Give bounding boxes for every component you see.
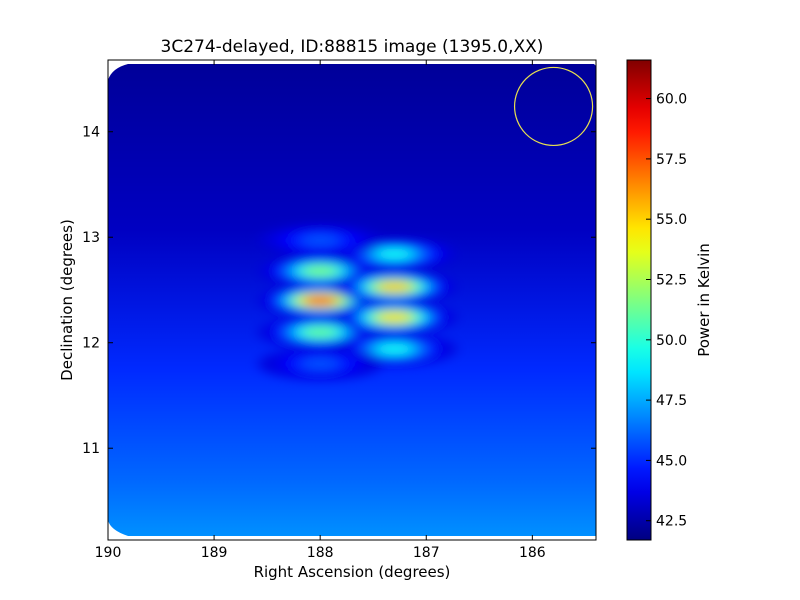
colorbar-tick-label: 42.5	[656, 514, 687, 530]
source-blob	[332, 270, 457, 303]
x-axis-label: Right Ascension (degrees)	[254, 563, 451, 581]
colorbar-tick-label: 57.5	[656, 152, 687, 168]
colorbar-tick-label: 47.5	[656, 393, 687, 409]
y-axis-ticks: 11 12 13 14	[82, 125, 596, 457]
x-axis-ticks: 190 189 188 187 186	[95, 60, 546, 561]
colorbar-tick-label: 52.5	[656, 272, 687, 288]
colorbar-tick-label: 55.0	[656, 212, 687, 228]
colorbar-tick-label: 60.0	[656, 92, 687, 108]
source-blobs	[258, 224, 457, 380]
x-tick-label: 190	[95, 545, 122, 561]
colorbar-tick-label: 50.0	[656, 333, 687, 349]
colorbar-tick-label: 45.0	[656, 453, 687, 469]
x-tick-label: 187	[413, 545, 440, 561]
source-blob	[258, 347, 383, 380]
x-tick-label: 186	[519, 545, 546, 561]
colorbar-gradient	[626, 59, 652, 541]
source-blob	[332, 301, 457, 334]
y-tick-label: 13	[82, 230, 100, 246]
beam-circle	[513, 66, 594, 147]
colorbar: 42.5 45.0 47.5 50.0 52.5 55.0 57.5 60.0 Power i…	[626, 59, 713, 541]
x-tick-label: 189	[201, 545, 228, 561]
y-tick-label: 14	[82, 125, 100, 141]
y-axis-label: Declination (degrees)	[58, 219, 76, 381]
colorbar-label: Power in Kelvin	[695, 243, 713, 357]
plot-frame	[107, 59, 597, 541]
y-tick-label: 11	[82, 441, 100, 457]
source-blob	[258, 224, 383, 257]
colorbar-ticks: 42.5 45.0 47.5 50.0 52.5 55.0 57.5 60.0	[646, 92, 687, 530]
chart-title: 3C274-delayed, ID:88815 image (1395.0,XX…	[161, 37, 544, 57]
plot-area: 190 189 188 187 186 11 12 13 14	[82, 59, 597, 561]
x-tick-label: 188	[307, 545, 334, 561]
y-tick-label: 12	[82, 336, 100, 352]
